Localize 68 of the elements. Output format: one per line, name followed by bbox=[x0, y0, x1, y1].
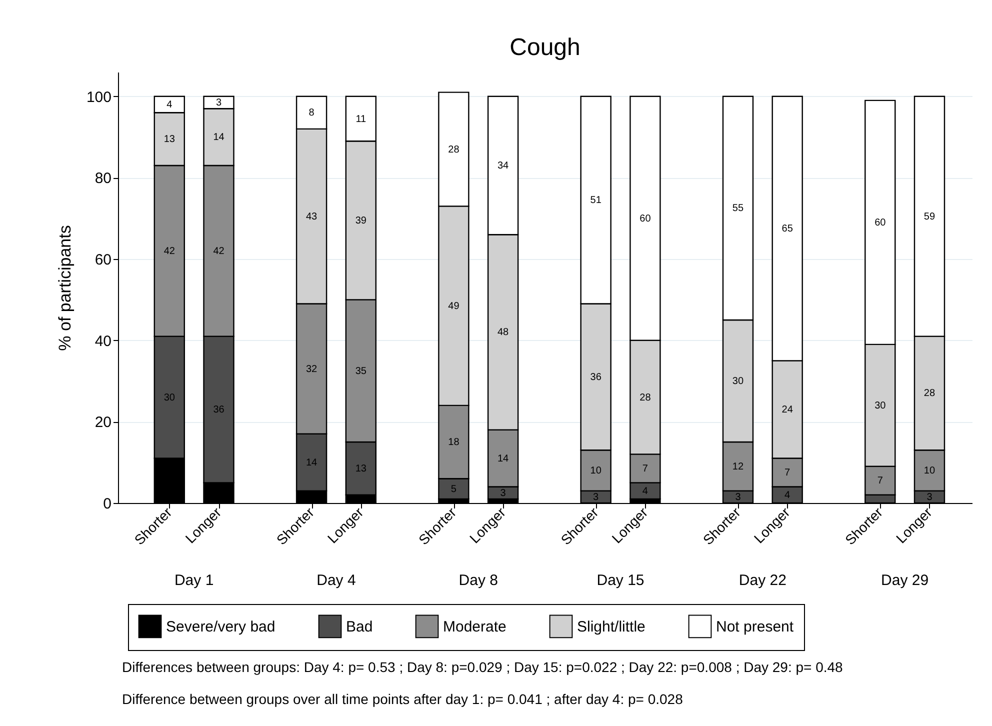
y-axis-title: % of participants bbox=[55, 225, 74, 351]
y-tick-label: 0 bbox=[103, 496, 112, 512]
data-label: 49 bbox=[448, 300, 460, 312]
text: Day 29 bbox=[881, 572, 929, 589]
data-label: 3 bbox=[926, 492, 933, 503]
data-label: 13 bbox=[355, 463, 367, 474]
data-label: 36 bbox=[590, 372, 602, 383]
data-label: 7 bbox=[784, 468, 791, 479]
data-label: 30 bbox=[874, 400, 886, 412]
data-label: 60 bbox=[874, 217, 886, 228]
data-label: 5 bbox=[450, 484, 457, 495]
y-tick-label: 20 bbox=[94, 414, 112, 432]
text: Day 4 bbox=[316, 572, 356, 589]
data-label: 3 bbox=[735, 492, 742, 503]
text: Differences between groups: Day 4: p= 0.53 ; Day 8: p=0.029 ; Day 15: p=0.022 ; Day 22: p=0.008 ; Day 29: p= 0.48 bbox=[122, 659, 844, 675]
y-tick-label: 80 bbox=[94, 170, 112, 188]
data-label: 60 bbox=[640, 213, 652, 224]
data-label: 36 bbox=[213, 404, 225, 416]
data-label: 65 bbox=[782, 224, 794, 235]
data-label: 8 bbox=[308, 108, 315, 119]
text: Day 15 bbox=[596, 572, 644, 589]
data-label: 43 bbox=[306, 211, 318, 222]
data-label: 7 bbox=[642, 463, 648, 474]
data-label: 34 bbox=[497, 160, 510, 172]
data-label: 3 bbox=[216, 97, 222, 108]
text: Difference between groups over all time points after day 1: p= 0.041 ; after day 4: p= 0.028 bbox=[122, 691, 684, 707]
data-label: 14 bbox=[497, 453, 510, 464]
data-label: 18 bbox=[448, 437, 460, 448]
data-label: 4 bbox=[784, 490, 791, 501]
data-label: 28 bbox=[640, 392, 652, 404]
chart-title: Cough bbox=[510, 34, 580, 61]
text: Day 8 bbox=[458, 572, 498, 589]
data-label: 42 bbox=[213, 246, 225, 257]
text: Day 22 bbox=[738, 572, 786, 589]
data-label: 4 bbox=[166, 100, 173, 111]
data-label: 55 bbox=[732, 203, 744, 214]
legend-label: Severe/very bad bbox=[166, 618, 276, 636]
data-label: 3 bbox=[500, 488, 506, 499]
y-tick-label: 60 bbox=[94, 252, 112, 269]
data-label: 32 bbox=[306, 364, 318, 375]
data-label: 14 bbox=[306, 457, 318, 468]
y-tick-label: 40 bbox=[94, 332, 112, 350]
y-tick-label: 100 bbox=[86, 88, 112, 106]
data-label: 30 bbox=[732, 376, 744, 388]
data-label: 51 bbox=[590, 195, 602, 206]
legend-label: Not present bbox=[716, 618, 794, 636]
text: Day 1 bbox=[174, 572, 214, 589]
data-label: 42 bbox=[164, 246, 176, 257]
data-label: 7 bbox=[877, 476, 884, 487]
data-label: 3 bbox=[593, 492, 600, 503]
data-label: 24 bbox=[782, 404, 794, 416]
data-label: 10 bbox=[590, 465, 602, 476]
data-label: 59 bbox=[924, 211, 936, 222]
data-label: 14 bbox=[213, 132, 225, 144]
data-label: 35 bbox=[355, 366, 367, 377]
data-label: 39 bbox=[355, 215, 367, 226]
data-label: 30 bbox=[164, 392, 176, 404]
data-label: 28 bbox=[448, 144, 460, 156]
legend-label: Moderate bbox=[443, 618, 506, 636]
data-label: 28 bbox=[924, 388, 936, 400]
data-label: 10 bbox=[924, 465, 936, 476]
data-label: 12 bbox=[732, 461, 744, 472]
data-label: 13 bbox=[164, 134, 176, 146]
legend-label: Slight/little bbox=[577, 618, 646, 636]
data-label: 11 bbox=[356, 114, 367, 125]
data-label: 4 bbox=[642, 486, 648, 497]
data-label: 48 bbox=[497, 327, 510, 338]
legend-label: Bad bbox=[346, 618, 373, 636]
